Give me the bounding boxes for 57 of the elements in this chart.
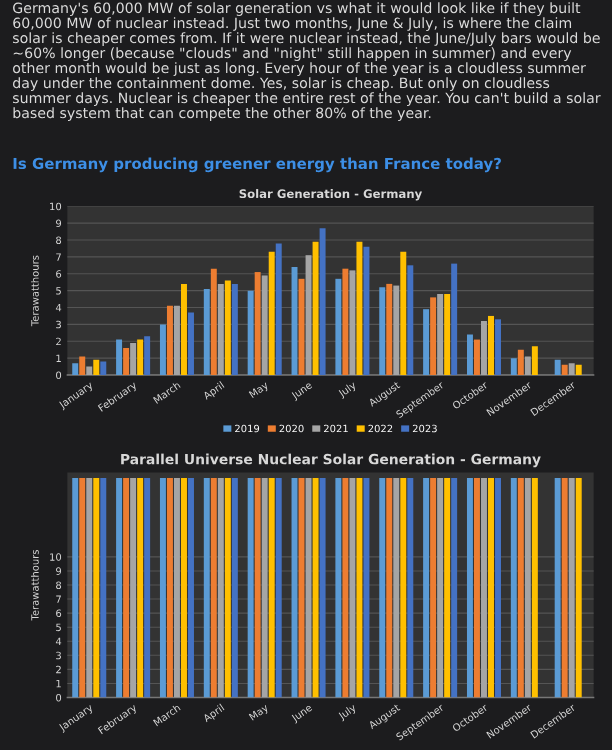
bar xyxy=(130,342,137,375)
bar xyxy=(575,364,582,375)
bar xyxy=(473,339,480,375)
bar xyxy=(312,241,319,375)
bar xyxy=(261,275,268,375)
bar xyxy=(335,278,342,375)
bar xyxy=(488,315,494,375)
bar xyxy=(568,363,575,375)
bar xyxy=(166,305,173,375)
bar xyxy=(400,251,407,375)
bar xyxy=(305,255,312,375)
bar xyxy=(100,361,107,375)
bar xyxy=(116,339,123,375)
bar xyxy=(254,272,261,375)
bar xyxy=(495,319,502,375)
bar xyxy=(554,359,561,375)
bar xyxy=(379,287,386,375)
bar xyxy=(319,228,326,375)
bar xyxy=(517,349,524,375)
bar xyxy=(430,297,437,375)
bar xyxy=(203,288,210,375)
bar xyxy=(481,321,487,375)
bar xyxy=(217,283,224,375)
bar xyxy=(386,283,393,375)
bar xyxy=(86,366,93,375)
bar xyxy=(298,278,305,375)
bar xyxy=(275,243,282,375)
bar xyxy=(437,294,444,375)
bar xyxy=(510,358,517,375)
bar xyxy=(561,364,568,375)
bar xyxy=(423,309,430,375)
bar xyxy=(188,312,194,375)
bar xyxy=(247,290,254,375)
bar xyxy=(444,294,451,375)
bar xyxy=(93,359,100,375)
bar xyxy=(349,270,356,375)
bar xyxy=(181,283,187,375)
bar xyxy=(451,263,458,375)
bar xyxy=(407,265,414,375)
bar xyxy=(144,336,151,375)
bar xyxy=(159,324,166,375)
bar xyxy=(356,241,363,375)
bar xyxy=(210,268,217,375)
bar xyxy=(224,280,231,375)
bar xyxy=(173,305,180,375)
bar xyxy=(72,363,79,375)
bar xyxy=(137,339,144,375)
bar xyxy=(363,246,370,375)
bar xyxy=(524,356,531,375)
bar xyxy=(466,334,473,375)
bar xyxy=(531,346,538,375)
bar xyxy=(342,268,349,375)
bar xyxy=(123,348,130,375)
bar xyxy=(231,283,238,375)
bar xyxy=(79,356,86,375)
bar xyxy=(393,285,400,375)
bar xyxy=(268,251,275,375)
